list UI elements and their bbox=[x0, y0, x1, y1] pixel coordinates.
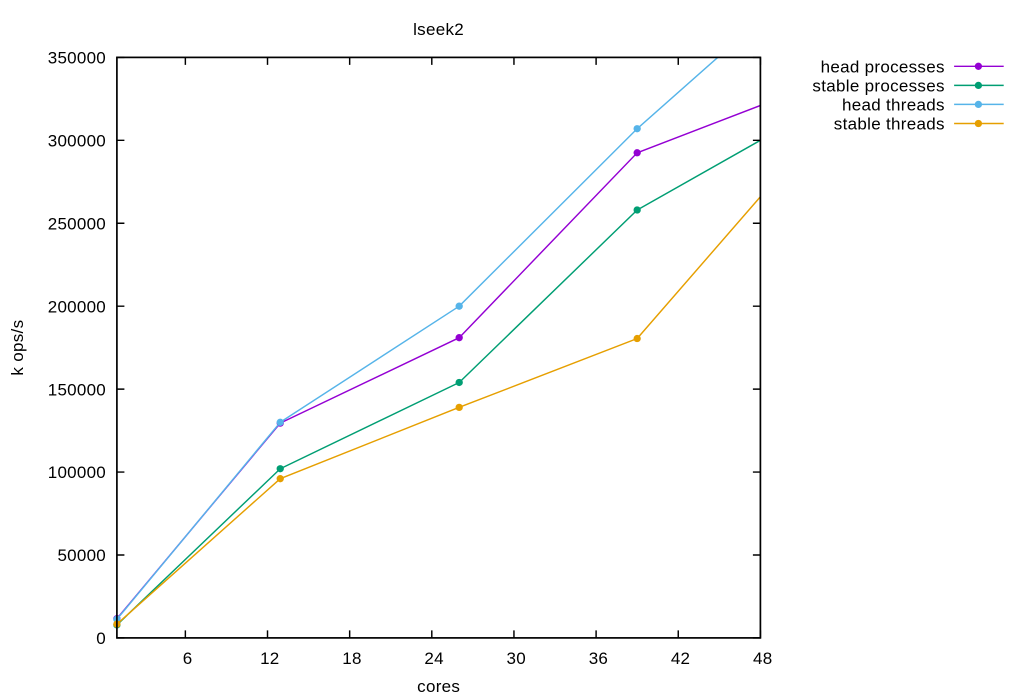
svg-text:cores: cores bbox=[417, 677, 460, 696]
svg-text:100000: 100000 bbox=[48, 463, 106, 482]
svg-text:6: 6 bbox=[183, 649, 193, 668]
svg-text:50000: 50000 bbox=[57, 546, 106, 565]
svg-text:250000: 250000 bbox=[48, 214, 106, 233]
svg-text:head processes: head processes bbox=[821, 58, 945, 77]
svg-text:350000: 350000 bbox=[48, 49, 106, 68]
svg-text:30: 30 bbox=[507, 649, 526, 668]
svg-text:200000: 200000 bbox=[48, 297, 106, 316]
svg-text:stable processes: stable processes bbox=[812, 77, 944, 96]
svg-text:stable threads: stable threads bbox=[834, 115, 945, 134]
svg-text:lseek2: lseek2 bbox=[413, 20, 464, 39]
svg-text:42: 42 bbox=[671, 649, 690, 668]
svg-text:12: 12 bbox=[260, 649, 279, 668]
svg-text:18: 18 bbox=[342, 649, 361, 668]
svg-text:head threads: head threads bbox=[842, 96, 945, 115]
svg-text:300000: 300000 bbox=[48, 132, 106, 151]
svg-text:36: 36 bbox=[589, 649, 608, 668]
svg-text:150000: 150000 bbox=[48, 380, 106, 399]
svg-text:48: 48 bbox=[753, 649, 772, 668]
svg-text:k ops/s: k ops/s bbox=[8, 320, 27, 376]
svg-text:0: 0 bbox=[96, 629, 106, 648]
svg-text:24: 24 bbox=[424, 649, 443, 668]
